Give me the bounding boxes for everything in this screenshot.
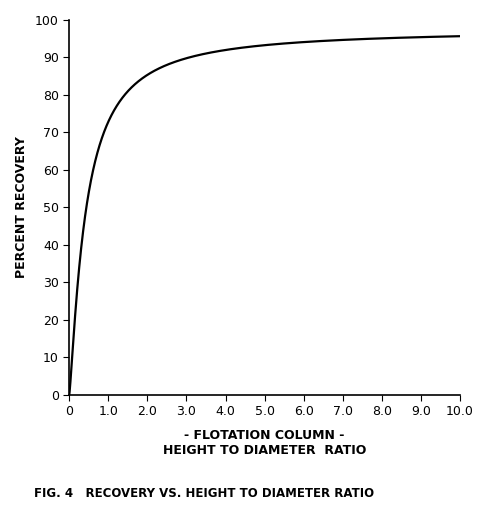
Y-axis label: PERCENT RECOVERY: PERCENT RECOVERY <box>15 137 28 278</box>
Text: FIG. 4   RECOVERY VS. HEIGHT TO DIAMETER RATIO: FIG. 4 RECOVERY VS. HEIGHT TO DIAMETER R… <box>34 487 374 500</box>
X-axis label: - FLOTATION COLUMN -
HEIGHT TO DIAMETER  RATIO: - FLOTATION COLUMN - HEIGHT TO DIAMETER … <box>163 429 366 457</box>
